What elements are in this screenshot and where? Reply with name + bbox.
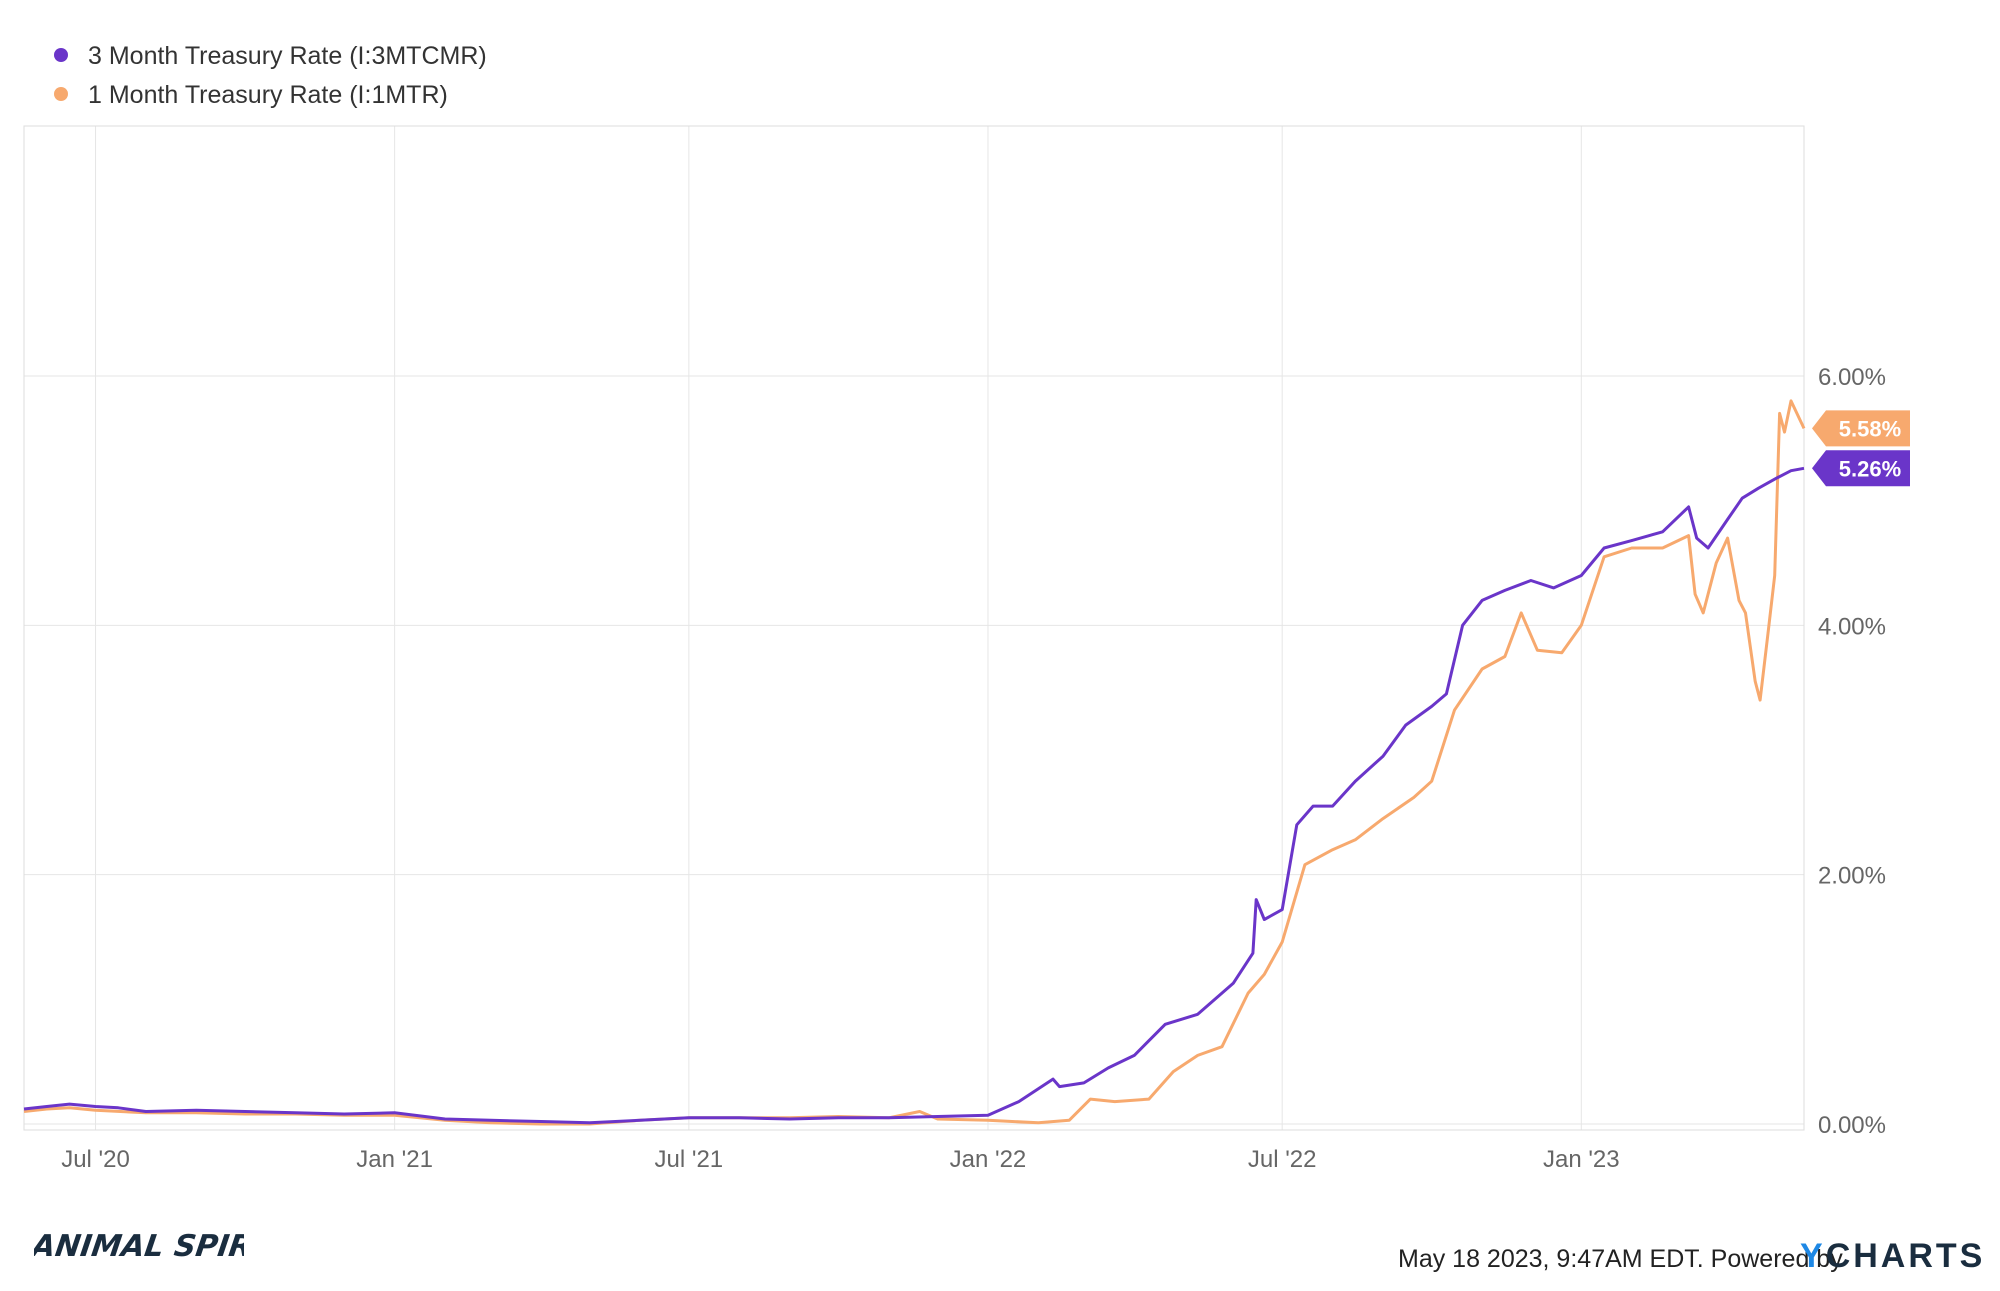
y-tick-label: 4.00%: [1818, 613, 1886, 640]
end-value-tag: [1812, 450, 1910, 487]
x-axis: Jul '20 Jan '21 Jul '21 Jan '22 Jul '22 Jan '…: [61, 1146, 1619, 1173]
series-line: [23, 466, 1805, 1125]
end-value-tag: [1812, 410, 1910, 447]
plot-frame: [23, 125, 1805, 1131]
footer-timestamp: May 18 2023, 9:47AM EDT.: [1398, 1245, 1704, 1273]
ycharts-logo-text: CHARTS: [1825, 1237, 1986, 1275]
end-labels: 5.26% 5.58%: [1812, 410, 1910, 487]
footer-powered-by: Powered by: [1710, 1245, 1843, 1273]
legend-label: 3 Month Treasury Rate (I:3MTCMR): [88, 42, 487, 70]
x-tick-label: Jan '21: [356, 1146, 433, 1173]
y-tick-label: 0.00%: [1818, 1112, 1886, 1139]
x-tick-label: Jul '22: [1248, 1146, 1317, 1173]
animal-spirits-logo: ANIMAL SPIRITS: [34, 1229, 244, 1264]
y-tick-label: 2.00%: [1818, 863, 1886, 890]
y-axis: 0.00% 2.00% 4.00% 6.00%: [1818, 364, 1886, 1139]
x-tick-label: Jul '20: [61, 1146, 130, 1173]
gridlines: [24, 126, 1804, 1130]
series-line: [23, 399, 1806, 1126]
ycharts-logo-y: Y: [1800, 1237, 1826, 1275]
y-tick-label: 6.00%: [1818, 364, 1886, 391]
x-tick-label: Jan '22: [950, 1146, 1027, 1173]
end-value-label: 5.26%: [1839, 456, 1901, 481]
x-tick-label: Jul '21: [655, 1146, 724, 1173]
legend: 3 Month Treasury Rate (I:3MTCMR) 1 Month …: [54, 42, 487, 109]
series-layer: [23, 399, 1806, 1126]
animal-spirits-logo-text: ANIMAL SPIRITS: [34, 1229, 244, 1264]
end-value-label: 5.58%: [1839, 416, 1901, 441]
ycharts-logo: YCHARTS: [1800, 1237, 1985, 1276]
footer-attribution: May 18 2023, 9:47AM EDT. Powered by: [1398, 1245, 1843, 1281]
x-tick-label: Jan '23: [1543, 1146, 1620, 1173]
legend-label: 1 Month Treasury Rate (I:1MTR): [88, 81, 448, 109]
legend-marker: [54, 48, 68, 62]
legend-marker: [54, 87, 68, 101]
